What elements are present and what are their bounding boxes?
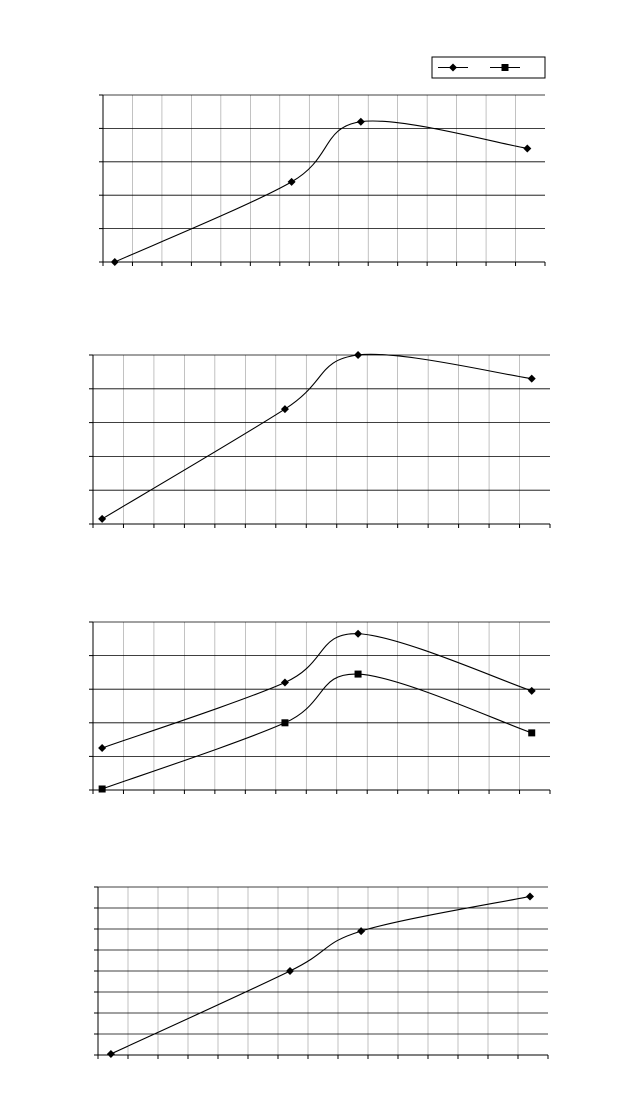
marker <box>281 719 289 727</box>
marker <box>527 686 536 695</box>
marker <box>280 405 289 414</box>
marker <box>356 117 365 126</box>
marker <box>354 670 362 678</box>
marker <box>526 892 534 901</box>
marker <box>98 514 107 523</box>
marker <box>106 1049 115 1058</box>
marker <box>286 967 294 975</box>
marker <box>528 729 536 737</box>
legend <box>431 56 546 79</box>
legend-marker <box>501 64 509 71</box>
chart <box>89 621 551 794</box>
marker <box>357 927 366 936</box>
marker <box>523 144 532 153</box>
marker <box>110 258 119 266</box>
line <box>101 353 532 520</box>
marker <box>280 678 289 687</box>
marker <box>287 177 296 186</box>
chart <box>99 56 546 266</box>
marker <box>98 744 107 752</box>
chart <box>89 351 551 528</box>
legend-marker <box>449 63 457 72</box>
legend-box <box>431 56 546 79</box>
line <box>101 633 532 749</box>
marker <box>98 785 106 793</box>
chart <box>94 886 549 1059</box>
line <box>110 895 531 1055</box>
marker <box>527 374 536 383</box>
marker <box>354 629 363 638</box>
marker <box>354 351 363 359</box>
line <box>101 673 532 790</box>
line <box>114 120 528 263</box>
